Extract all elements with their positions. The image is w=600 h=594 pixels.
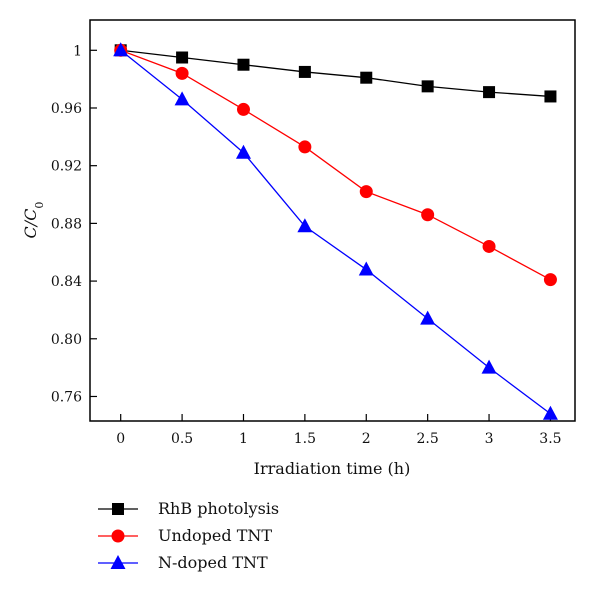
plot-area-border [89, 19, 576, 422]
x-tick-label: 3 [485, 431, 494, 447]
x-tick-label: 0 [116, 431, 125, 447]
y-tick-label: 0.80 [51, 332, 82, 348]
data-point [543, 273, 557, 287]
data-point [542, 405, 558, 420]
data-point [481, 359, 497, 374]
data-point [174, 91, 190, 106]
legend-marker [112, 503, 124, 515]
x-tick-label: 1.5 [294, 431, 316, 447]
series-line [120, 49, 551, 98]
y-axis-title: C/C0 [21, 202, 46, 239]
legend-marker [111, 529, 125, 543]
legend-marker [110, 555, 126, 569]
data-point [298, 65, 311, 78]
legend-item: RhB photolysis [98, 499, 279, 518]
data-point [298, 140, 312, 154]
y-axis: 0.76 0.80 0.84 0.88 0.92 0.96 1 [51, 43, 97, 405]
x-tick-label: 0.5 [171, 431, 193, 447]
plot-frame [89, 19, 576, 422]
x-tick-label: 3.5 [539, 431, 561, 447]
data-point [237, 58, 250, 71]
x-axis-title: Irradiation time (h) [254, 459, 411, 478]
data-point [236, 102, 250, 116]
series-layer [113, 42, 558, 420]
data-point [420, 310, 436, 325]
series-circle [114, 43, 557, 287]
data-point [544, 90, 557, 103]
legend-label: N-doped TNT [158, 553, 268, 572]
series-triangle [113, 42, 558, 420]
y-axis-title-subscript: 0 [33, 202, 46, 209]
y-tick-label: 0.76 [51, 389, 82, 405]
legend-label: Undoped TNT [158, 526, 272, 545]
data-point [297, 218, 313, 233]
y-axis-title-group: C/C0 [21, 202, 46, 239]
y-tick-label: 0.84 [51, 274, 82, 290]
data-point [360, 71, 373, 84]
data-point [359, 185, 373, 199]
y-tick-label: 1 [73, 43, 82, 59]
y-axis-title-main: C/C [21, 209, 40, 239]
data-point [113, 42, 129, 57]
legend-item: Undoped TNT [98, 526, 272, 545]
data-point [235, 144, 251, 159]
x-tick-label: 2 [362, 431, 371, 447]
x-tick-label: 2.5 [417, 431, 439, 447]
y-tick-label: 0.88 [51, 216, 82, 232]
series-line [120, 49, 551, 415]
legend-item: N-doped TNT [98, 553, 268, 572]
data-point [175, 66, 189, 80]
series-line [120, 49, 551, 281]
y-tick-label: 0.96 [51, 101, 82, 117]
data-point [421, 80, 434, 93]
data-point [421, 208, 435, 222]
data-point [358, 261, 374, 276]
x-axis: 0 0.5 1 1.5 2 2.5 3 3.5 [116, 414, 562, 447]
data-point [176, 51, 189, 64]
y-tick-label: 0.92 [51, 159, 82, 175]
legend-label: RhB photolysis [158, 499, 279, 518]
data-point [483, 86, 496, 99]
data-point [482, 239, 496, 253]
series-square [114, 44, 557, 103]
legend: RhB photolysis Undoped TNT N-doped TNT [98, 499, 279, 572]
x-tick-label: 1 [239, 431, 248, 447]
